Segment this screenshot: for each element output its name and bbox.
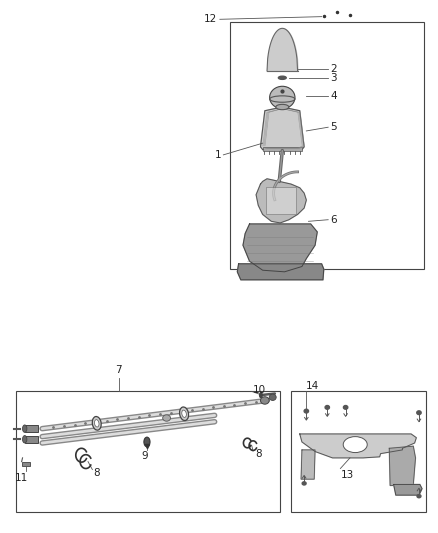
Polygon shape — [301, 450, 315, 479]
Text: 3: 3 — [330, 73, 337, 83]
Ellipse shape — [260, 393, 262, 398]
Ellipse shape — [22, 425, 27, 432]
Ellipse shape — [261, 397, 269, 404]
Text: 8: 8 — [93, 468, 100, 478]
Ellipse shape — [417, 495, 421, 498]
Ellipse shape — [279, 76, 286, 79]
Ellipse shape — [162, 415, 170, 421]
Polygon shape — [261, 107, 304, 150]
Text: 1: 1 — [215, 150, 221, 160]
Ellipse shape — [144, 437, 150, 447]
Text: 4: 4 — [330, 91, 337, 101]
Bar — [230, 22, 424, 269]
Ellipse shape — [343, 437, 367, 453]
Bar — [16, 391, 280, 512]
Text: 7: 7 — [115, 366, 122, 375]
Bar — [25, 435, 38, 443]
Ellipse shape — [95, 419, 99, 427]
Text: 9: 9 — [141, 451, 148, 461]
Ellipse shape — [92, 416, 101, 430]
Ellipse shape — [182, 410, 186, 417]
Bar — [25, 425, 38, 432]
Text: 8: 8 — [255, 449, 261, 458]
Ellipse shape — [180, 407, 189, 421]
Text: 10: 10 — [253, 385, 266, 395]
Ellipse shape — [269, 394, 276, 400]
Polygon shape — [389, 446, 416, 486]
Polygon shape — [300, 434, 417, 458]
Ellipse shape — [304, 409, 308, 413]
Text: 6: 6 — [330, 215, 337, 225]
Polygon shape — [237, 264, 324, 280]
Ellipse shape — [417, 411, 421, 415]
Text: 2: 2 — [330, 64, 337, 74]
Ellipse shape — [343, 406, 348, 409]
Polygon shape — [243, 224, 317, 272]
Ellipse shape — [302, 482, 306, 485]
Bar — [266, 187, 296, 214]
Polygon shape — [394, 484, 422, 495]
Bar — [21, 462, 29, 466]
Ellipse shape — [22, 435, 27, 443]
Ellipse shape — [325, 406, 329, 409]
Text: 14: 14 — [305, 382, 319, 391]
Text: 12: 12 — [204, 14, 217, 25]
Bar — [263, 148, 302, 151]
Ellipse shape — [276, 104, 289, 110]
Text: 11: 11 — [15, 473, 28, 483]
Ellipse shape — [270, 86, 295, 109]
Text: 5: 5 — [330, 122, 337, 132]
Text: 13: 13 — [340, 470, 353, 480]
Polygon shape — [256, 179, 306, 223]
Bar — [291, 391, 426, 512]
